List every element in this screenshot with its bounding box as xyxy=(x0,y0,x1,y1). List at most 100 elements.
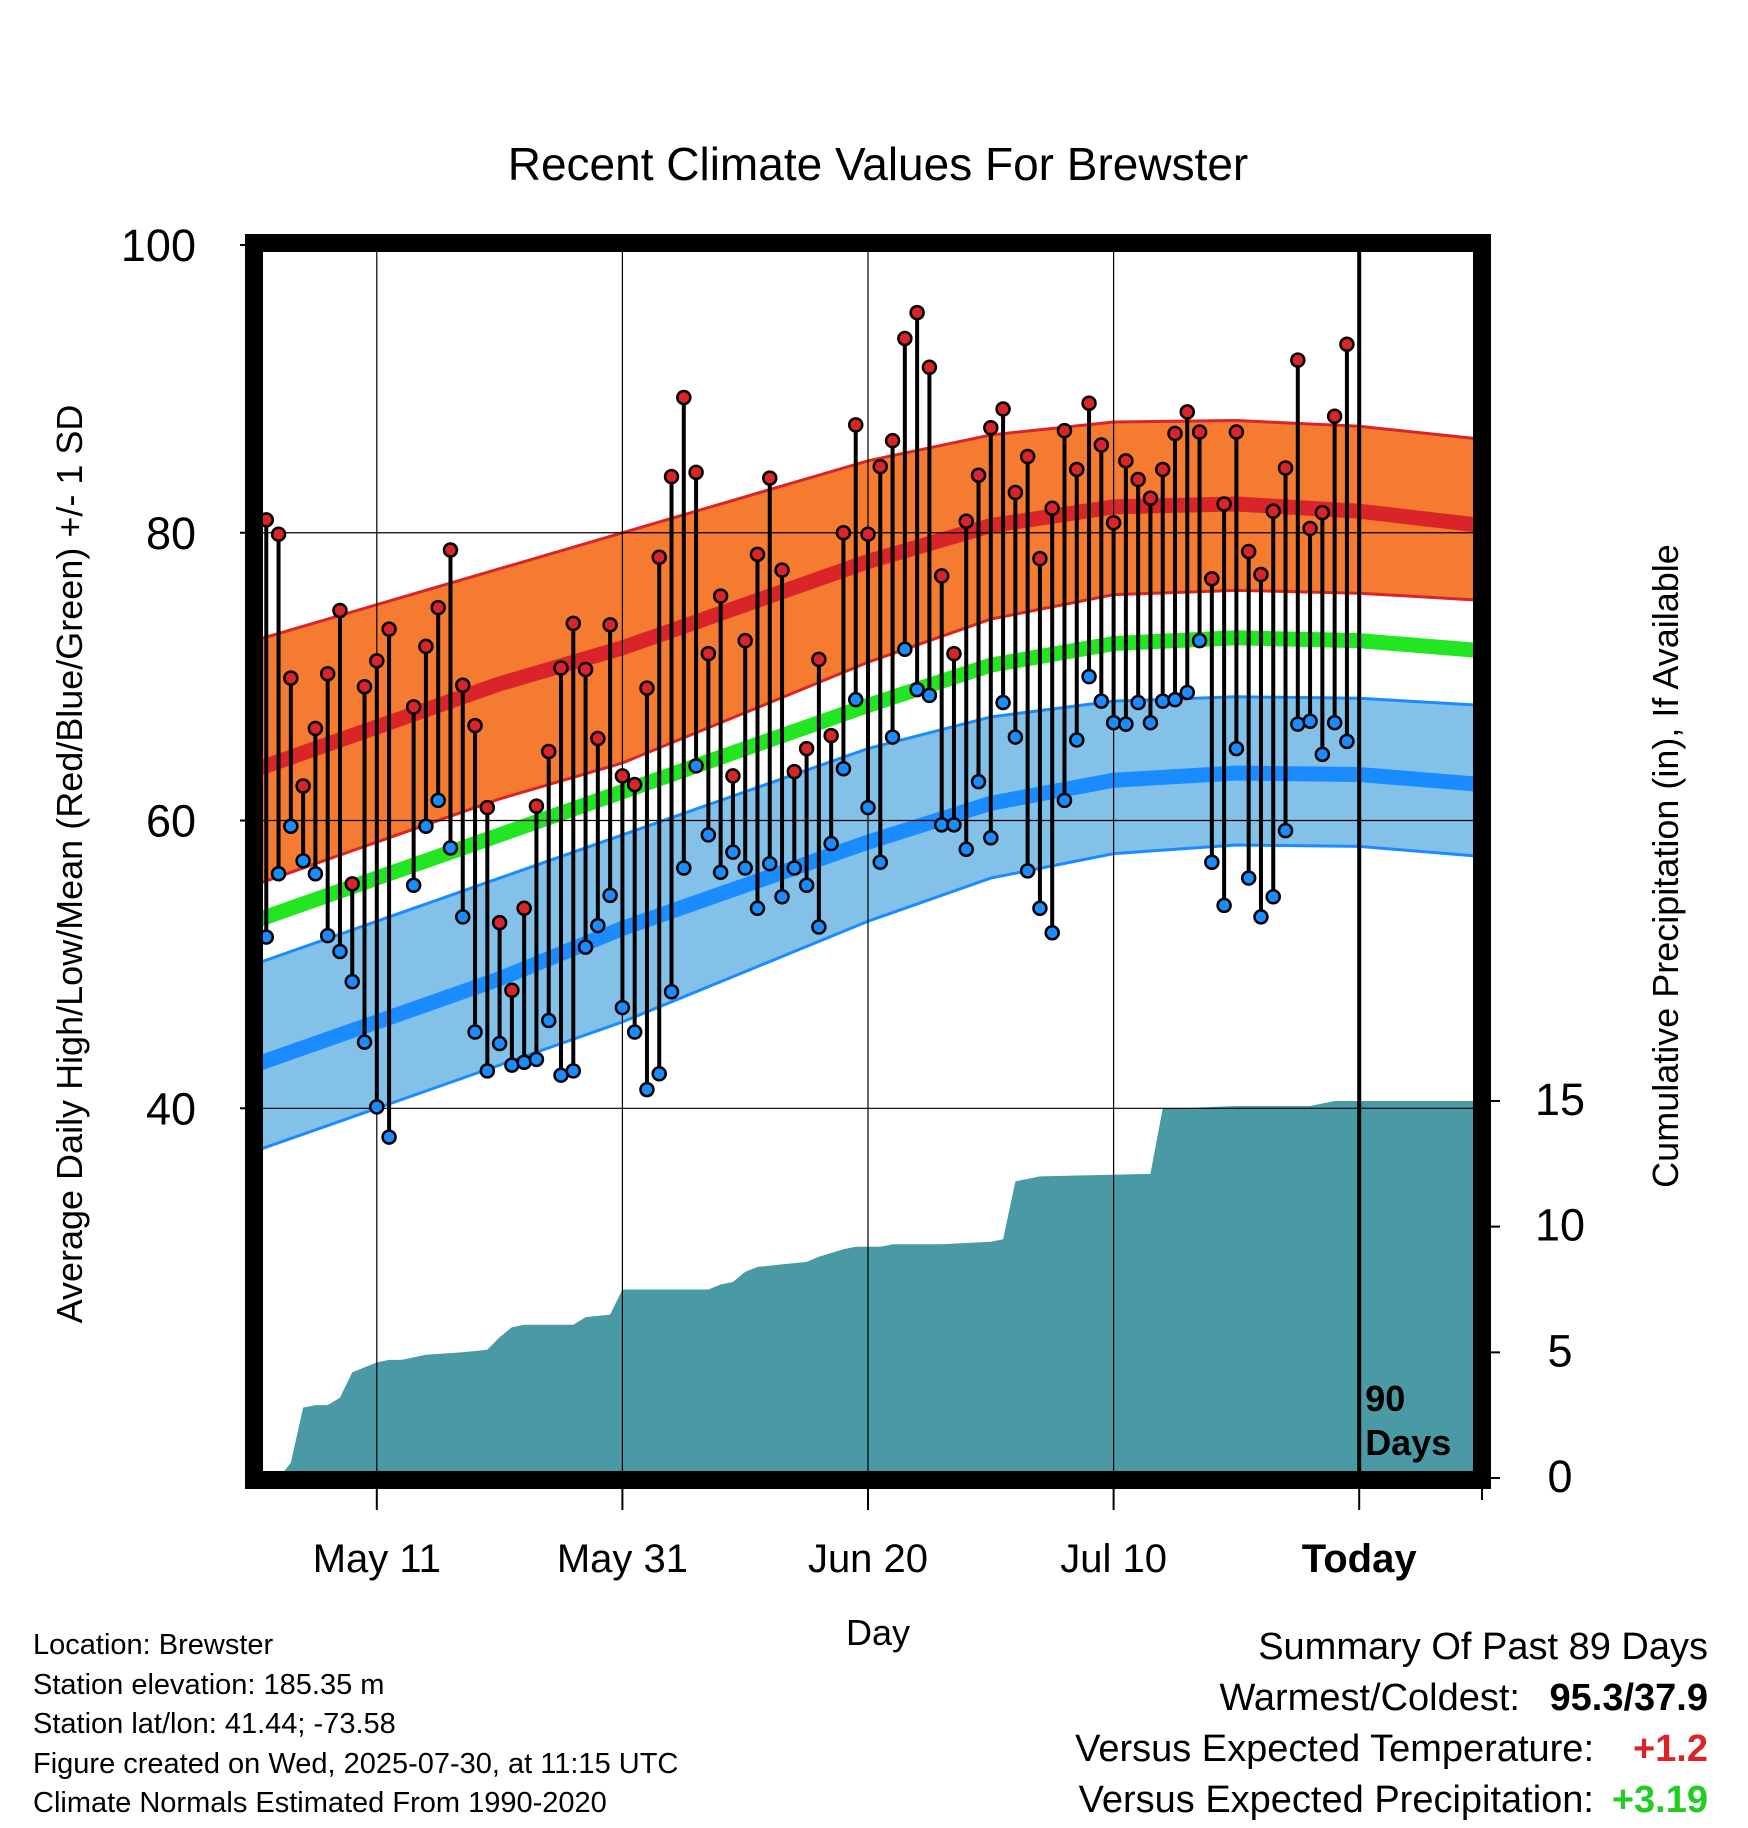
daily-high-point xyxy=(725,768,741,784)
daily-high-point xyxy=(1007,484,1024,501)
x-tick-label: Today xyxy=(1302,1537,1418,1581)
daily-high-point xyxy=(1277,460,1294,476)
daily-high-point xyxy=(1302,520,1318,537)
daily-high-point xyxy=(958,513,974,530)
daily-low-point xyxy=(1314,746,1331,763)
daily-high-point xyxy=(1314,504,1331,521)
daily-high-point xyxy=(762,470,778,486)
daily-high-point xyxy=(295,778,311,794)
daily-low-point xyxy=(1007,729,1024,745)
daily-high-point xyxy=(688,464,704,481)
daily-low-point xyxy=(970,773,987,790)
temp-label: Versus Expected Temperature: xyxy=(1075,1728,1594,1770)
normals-text: Climate Normals Estimated From 1990-2020 xyxy=(33,1787,607,1819)
daily-high-point xyxy=(1265,503,1281,519)
daily-high-point xyxy=(626,776,643,793)
daily-high-point xyxy=(737,632,753,649)
daily-high-point xyxy=(590,730,606,747)
daily-high-point xyxy=(418,638,434,655)
daily-high-point xyxy=(786,763,803,780)
daily-high-point xyxy=(983,419,999,436)
y-tick-label: 80 xyxy=(146,508,196,559)
daily-low-point xyxy=(528,1051,545,1068)
warm-cold-value: 95.3/37.9 xyxy=(1549,1677,1708,1719)
daily-low-point xyxy=(774,889,790,905)
daily-low-point xyxy=(676,860,692,876)
daily-high-point xyxy=(921,359,938,376)
daily-high-point xyxy=(516,900,532,917)
daily-low-point xyxy=(1081,668,1097,685)
daily-high-point xyxy=(577,661,594,678)
daily-low-point xyxy=(700,827,717,843)
y-tick-label: 60 xyxy=(146,796,196,847)
daily-high-point xyxy=(344,876,360,892)
precip-label: Versus Expected Precipitation: xyxy=(1078,1779,1594,1821)
daily-high-point xyxy=(602,617,618,633)
daily-high-point xyxy=(332,602,348,619)
daily-low-point xyxy=(1191,632,1208,649)
y-right-tick-label: 5 xyxy=(1547,1325,1572,1376)
daily-low-point xyxy=(516,1054,532,1071)
daily-low-point xyxy=(737,860,753,876)
daily-high-point xyxy=(1290,352,1306,368)
daily-high-point xyxy=(823,727,839,744)
daily-low-point xyxy=(332,943,348,960)
daily-low-point xyxy=(921,687,938,704)
daily-low-point xyxy=(307,866,324,882)
daily-high-point xyxy=(847,417,864,433)
daily-low-point xyxy=(1154,693,1171,709)
daily-low-point xyxy=(663,983,680,1000)
daily-low-point xyxy=(1130,694,1146,711)
daily-low-point xyxy=(491,1035,508,1052)
daily-low-point xyxy=(1216,897,1232,914)
daily-low-point xyxy=(725,844,741,860)
daily-low-point xyxy=(835,760,852,777)
daily-low-point xyxy=(1019,863,1036,879)
daily-low-point xyxy=(1265,889,1281,905)
daily-low-point xyxy=(467,1024,483,1040)
daily-high-point xyxy=(430,599,446,616)
daily-low-point xyxy=(540,1012,557,1029)
today-days-label-line: 90 xyxy=(1365,1378,1405,1419)
daily-low-point xyxy=(1044,925,1060,941)
x-tick-label: May 31 xyxy=(557,1537,688,1581)
daily-high-point xyxy=(909,304,925,321)
daily-low-point xyxy=(1093,693,1110,709)
daily-high-point xyxy=(1032,550,1048,567)
daily-high-point xyxy=(970,467,987,483)
daily-high-point xyxy=(1142,490,1159,506)
daily-low-point xyxy=(1277,822,1294,839)
daily-high-point xyxy=(1118,453,1134,469)
daily-low-point xyxy=(590,917,606,934)
daily-high-point xyxy=(1339,336,1355,353)
daily-low-point xyxy=(823,835,839,852)
daily-low-point xyxy=(860,799,876,816)
y-right-tick-label: 10 xyxy=(1535,1200,1585,1251)
daily-high-point xyxy=(369,653,385,669)
elevation-text: Station elevation: 185.35 m xyxy=(33,1668,385,1701)
daily-low-point xyxy=(1240,870,1257,886)
temp-value: +1.2 xyxy=(1632,1728,1708,1770)
daily-high-point xyxy=(491,914,508,931)
daily-low-point xyxy=(1253,909,1269,925)
daily-high-point xyxy=(307,720,324,737)
y-tick-label: 100 xyxy=(121,220,196,271)
daily-high-point xyxy=(528,798,545,814)
daily-low-point xyxy=(504,1057,520,1073)
daily-high-point xyxy=(749,546,766,563)
daily-high-point xyxy=(884,432,901,449)
daily-high-point xyxy=(1056,422,1073,439)
latlon-text: Station lat/lon: 41.44; -73.58 xyxy=(33,1708,396,1740)
daily-high-point xyxy=(835,525,852,541)
daily-low-point xyxy=(1118,716,1134,732)
daily-high-point xyxy=(283,670,299,686)
daily-high-point xyxy=(1326,408,1343,424)
daily-low-point xyxy=(479,1063,496,1079)
created-text: Figure created on Wed, 2025-07-30, at 11… xyxy=(33,1747,679,1780)
daily-low-point xyxy=(1339,733,1355,750)
daily-high-point xyxy=(540,743,557,760)
temp-row: Versus Expected Temperature: +1.2 xyxy=(1075,1724,1708,1775)
daily-low-point xyxy=(577,939,594,955)
x-tick-label: Jun 20 xyxy=(808,1537,928,1581)
